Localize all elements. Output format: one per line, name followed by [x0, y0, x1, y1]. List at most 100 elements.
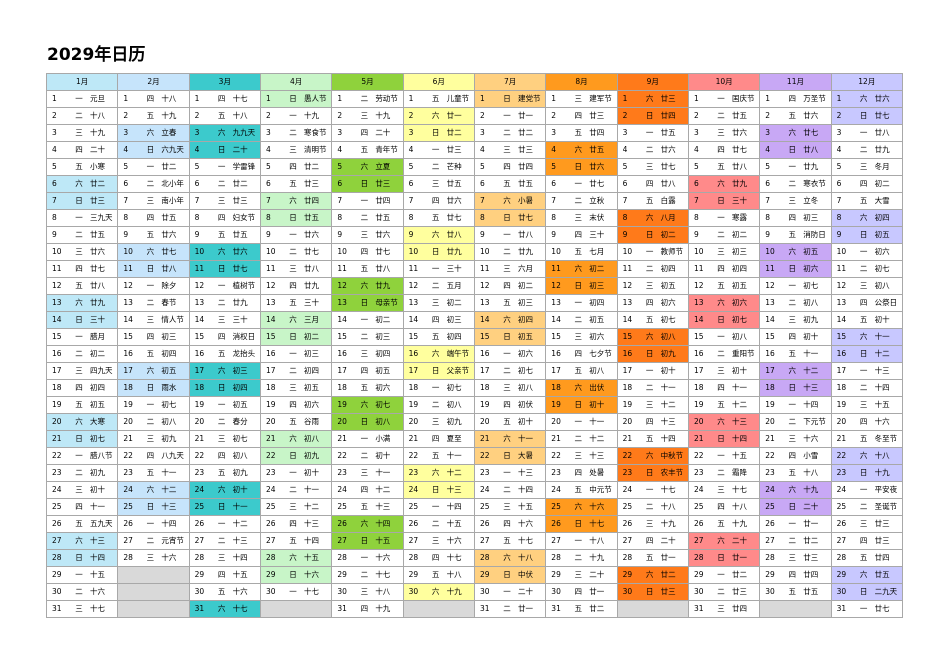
- table-row: 1 一元旦 1 四十八 1 四十七 1 日愚人节 1 二劳动节 1 五儿童节 1 日建党节 1 三建军节 1 六廿…: [45, 90, 904, 108]
- day-cell: 9 二廿五: [45, 226, 119, 244]
- weekday: 四: [431, 196, 440, 205]
- weekday: 六: [859, 332, 868, 341]
- weekday: 日: [360, 298, 369, 307]
- weekday: 五: [431, 451, 440, 460]
- weekday: 日: [574, 162, 583, 171]
- day-number: 29: [622, 570, 633, 579]
- day-number: 13: [194, 298, 205, 307]
- weekday: 一: [503, 468, 511, 477]
- lunar-label: 廿四: [303, 196, 319, 205]
- day-number: 24: [693, 485, 704, 494]
- weekday: 一: [289, 230, 297, 239]
- day-cell: 5 日廿六: [545, 158, 618, 176]
- weekday: 日: [717, 315, 725, 324]
- day-number: 4: [408, 145, 414, 154]
- weekday: 三: [75, 366, 83, 375]
- lunar-label: 建党节: [517, 94, 541, 103]
- weekday: 四: [360, 247, 369, 256]
- day-cell: 7 日廿三: [45, 192, 119, 210]
- day-number: 3: [408, 128, 414, 137]
- weekday: 一: [289, 111, 297, 120]
- day-cell: 24 三初十: [45, 481, 119, 499]
- lunar-label: 十九: [161, 111, 177, 120]
- day-number: 1: [622, 94, 628, 103]
- day-cell: 1 四万圣节: [759, 90, 832, 108]
- day-number: 30: [765, 587, 775, 596]
- lunar-label: 中伏: [517, 570, 533, 579]
- weekday: 一: [360, 196, 369, 205]
- day-number: 28: [836, 553, 847, 562]
- day-cell: 19 一初七: [117, 396, 190, 414]
- weekday: 三: [574, 94, 583, 103]
- day-cell: 17 六十二: [759, 362, 832, 380]
- weekday: 一: [146, 281, 155, 290]
- weekday: 五: [717, 519, 725, 528]
- weekday: 二: [289, 366, 297, 375]
- lunar-label: 廿四: [874, 553, 890, 562]
- weekday: 五: [217, 468, 226, 477]
- day-number: 9: [693, 230, 699, 239]
- day-cell: 3 三廿六: [687, 124, 761, 142]
- lunar-label: 廿四: [517, 162, 533, 171]
- weekday: 三: [75, 485, 83, 494]
- weekday: 三: [360, 111, 369, 120]
- day-number: 12: [622, 281, 633, 290]
- lunar-label: 初四: [375, 349, 391, 358]
- day-cell: 2 日廿四: [616, 107, 689, 125]
- lunar-label: 植树节: [232, 281, 256, 290]
- weekday: 日: [574, 400, 583, 409]
- weekday: 五: [431, 213, 440, 222]
- day-cell: 6 日廿三: [331, 175, 404, 193]
- day-number: 15: [693, 332, 704, 341]
- weekday: 一: [859, 604, 868, 613]
- day-number: 16: [265, 349, 276, 358]
- lunar-label: 初九: [90, 468, 105, 477]
- day-number: 12: [836, 281, 847, 290]
- day-cell: 8 三末伏: [545, 209, 618, 227]
- day-number: 8: [622, 213, 628, 222]
- day-cell: 14 五初十: [830, 311, 904, 329]
- empty-cell: [402, 600, 475, 618]
- day-cell: 2 二十八: [45, 107, 119, 125]
- lunar-label: 初四: [446, 332, 462, 341]
- day-cell: 14 三三十: [188, 311, 261, 329]
- lunar-label: 初五: [803, 247, 819, 256]
- lunar-label: 万圣节: [803, 94, 826, 103]
- day-number: 7: [265, 196, 271, 205]
- day-number: 22: [765, 451, 775, 460]
- day-cell: 19 四初六: [259, 396, 333, 414]
- weekday: 一: [217, 519, 226, 528]
- lunar-label: 十二: [303, 502, 319, 511]
- day-cell: 23 五十八: [759, 464, 832, 482]
- day-cell: 25 日十三: [117, 498, 190, 516]
- day-number: 6: [479, 179, 485, 188]
- lunar-label: 初六: [375, 383, 391, 392]
- day-number: 27: [622, 536, 633, 545]
- lunar-label: 母亲节: [375, 298, 398, 307]
- table-row: 11 四廿七 11 日廿八 11 日廿七 11 三廿八 11 五廿八 11 一三十 11 三六月 11 六初二…: [45, 260, 904, 278]
- day-number: 10: [765, 247, 775, 256]
- day-cell: 7 四廿六: [402, 192, 475, 210]
- day-number: 18: [622, 383, 633, 392]
- weekday: 四: [217, 94, 226, 103]
- lunar-label: 廿一: [803, 519, 819, 528]
- day-number: 3: [765, 128, 771, 137]
- day-number: 1: [265, 94, 271, 103]
- weekday: 五: [75, 281, 83, 290]
- day-number: 13: [408, 298, 419, 307]
- month-header-row: 1月 2月 3月 4月 5月 6月 7月 8月 9月 10月 11月 12月: [45, 73, 904, 91]
- weekday: 四: [217, 332, 226, 341]
- lunar-label: 廿七: [874, 111, 890, 120]
- day-cell: 19 五初五: [45, 396, 119, 414]
- table-row: 13 六廿九 13 二春节 13 二廿九 13 五三十 13 日母亲节 13 三初二 13 五初三 13 一初…: [45, 294, 904, 312]
- weekday: 日: [645, 349, 654, 358]
- table-row: 14 日三十 14 三情人节 14 三三十 14 六三月 14 一初二 14 四初三 14 六初四 14 二初…: [45, 311, 904, 329]
- weekday: 一: [503, 587, 511, 596]
- table-row: 9 二廿五 9 五廿六 9 五廿五 9 一廿六 9 三廿六 9 六廿八 9 一廿八 9 四三十 9 日初二 9 二初二…: [45, 226, 904, 244]
- day-cell: 23 二霜降: [687, 464, 761, 482]
- lunar-label: 大暑: [517, 451, 533, 460]
- day-number: 1: [765, 94, 771, 103]
- day-number: 26: [408, 519, 419, 528]
- table-row: 12 五廿八 12 一除夕 12 一植树节 12 四廿九 12 六廿九 12 二五月 12 四初二 12 日初…: [45, 277, 904, 295]
- day-number: 12: [479, 281, 490, 290]
